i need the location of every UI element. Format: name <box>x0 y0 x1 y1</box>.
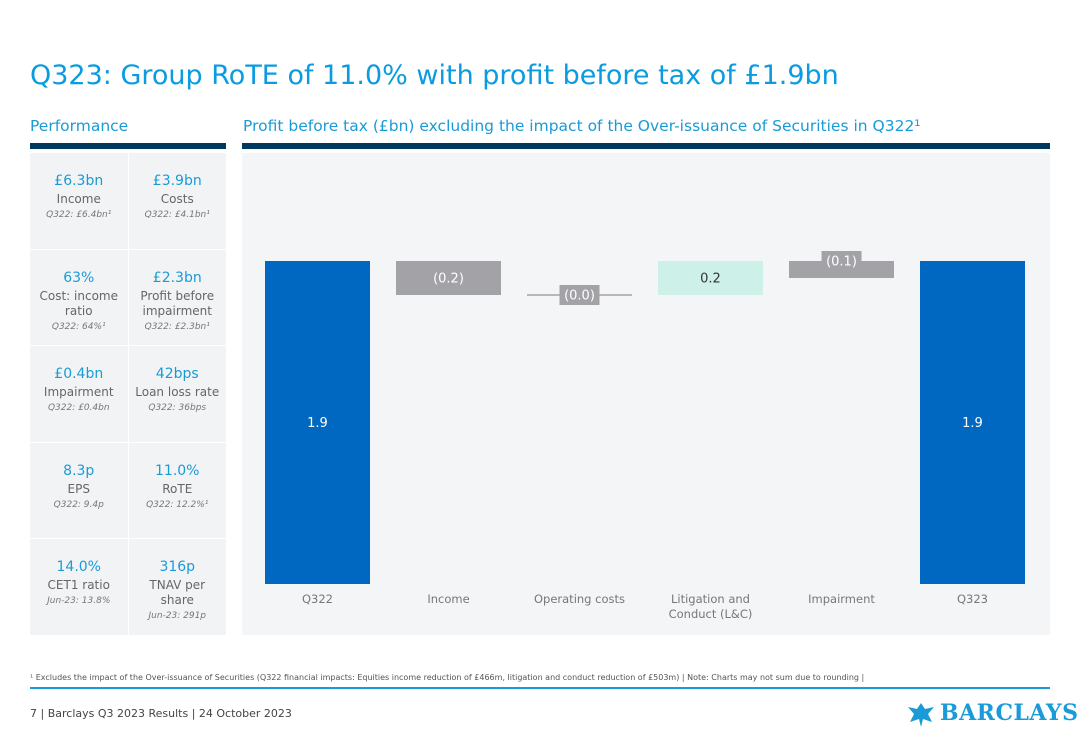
x-tick-label: Litigation and Conduct (L&C) <box>668 592 753 621</box>
kpi-value: £6.3bn <box>54 173 104 189</box>
footer: 7 | Barclays Q3 2023 Results | 24 Octobe… <box>30 707 292 720</box>
kpi-cell: 14.0% CET1 ratio Jun-23: 13.8% <box>30 539 128 635</box>
kpi-compare: Q322: 36bps <box>148 403 207 414</box>
kpi-compare: Q322: 12.2%¹ <box>146 499 209 510</box>
kpi-cell: £2.3bn Profit before impairment Q322: £2.3… <box>128 249 226 346</box>
kpi-label: Loan loss rate <box>135 385 220 400</box>
bar <box>658 261 763 295</box>
slide-title: Q323: Group RoTE of 11.0% with profit be… <box>30 60 839 91</box>
x-tick-label: Q323 <box>956 592 988 606</box>
kpi-cell: £0.4bn Impairment Q322: £0.4bn <box>30 346 128 442</box>
kpi-compare: Q322: £0.4bn <box>47 403 110 414</box>
kpi-compare: Q322: £4.1bn¹ <box>144 210 210 220</box>
kpi-compare: Q322: 9.4p <box>53 499 104 510</box>
rule <box>242 143 1050 149</box>
kpi-value: 11.0% <box>155 462 200 479</box>
chart-title: Profit before tax (£bn) excluding the im… <box>243 117 921 135</box>
kpi-value: 14.0% <box>56 559 101 576</box>
kpi-cell: 42bps Loan loss rate Q322: 36bps <box>128 346 226 442</box>
footnote: ¹ Excludes the impact of the Over-issuan… <box>30 673 865 682</box>
bar <box>265 261 370 584</box>
kpi-label: CET1 ratio <box>47 578 110 593</box>
logo-eagle <box>908 703 934 727</box>
bar <box>396 261 501 295</box>
kpi-cell: 63% Cost: income ratio Q322: 64%¹ <box>30 249 128 346</box>
kpi-label: Cost: income ratio <box>39 288 119 318</box>
kpi-label: Costs <box>160 192 194 206</box>
data-label: (0.1) <box>826 255 857 270</box>
x-tick-label: Income <box>427 592 470 606</box>
kpi-compare: Q322: £2.3bn¹ <box>144 321 210 332</box>
x-tick-label: Impairment <box>808 592 875 606</box>
kpi-compare: Jun-23: 291p <box>148 611 207 622</box>
data-label: (0.0) <box>564 289 595 304</box>
chart-background <box>242 153 1050 635</box>
label-box <box>821 251 862 271</box>
kpi-label: Income <box>56 192 101 206</box>
kpi-value: 42bps <box>155 366 199 383</box>
kpi-compare: Q322: £6.4bn¹ <box>46 210 112 220</box>
kpi-cell: 8.3p EPS Q322: 9.4p <box>30 442 128 539</box>
data-label: 1.9 <box>307 416 328 431</box>
kpi-cell: £6.3bn Income Q322: £6.4bn¹ <box>30 153 128 249</box>
x-tick-label: Q322 <box>301 592 333 606</box>
kpi-label: Profit before impairment <box>140 288 215 318</box>
kpi-panel: £6.3bn Income Q322: £6.4bn¹ £3.9bn Costs Q322… <box>30 153 226 635</box>
kpi-label: Impairment <box>43 385 114 400</box>
data-label: 1.9 <box>962 416 983 431</box>
kpi-value: 316p <box>159 559 196 576</box>
label-box <box>559 285 600 305</box>
kpi-cell: £3.9bn Costs Q322: £4.1bn¹ <box>128 153 226 249</box>
kpi-value: £0.4bn <box>54 366 104 383</box>
bar <box>920 261 1025 584</box>
data-label: 0.2 <box>700 272 721 287</box>
data-label: (0.2) <box>433 272 464 287</box>
kpi-label: EPS <box>67 481 90 496</box>
kpi-cell: 11.0% RoTE Q322: 12.2%¹ <box>128 442 226 539</box>
rule <box>30 687 1050 689</box>
kpi-compare: Q322: 64%¹ <box>51 321 106 332</box>
logo: BARCLAYS <box>940 700 1079 726</box>
kpi-value: £3.9bn <box>152 173 202 189</box>
kpi-value: £2.3bn <box>152 269 202 286</box>
kpi-label: RoTE <box>162 481 193 496</box>
x-tick-label: Operating costs <box>533 592 625 606</box>
kpi-label: TNAV per share <box>149 578 206 608</box>
kpi-cell: 316p TNAV per share Jun-23: 291p <box>128 539 226 635</box>
panel-heading: Performance <box>30 117 129 135</box>
rule <box>30 143 226 149</box>
kpi-value: 63% <box>63 269 95 286</box>
kpi-value: 8.3p <box>63 462 95 479</box>
kpi-compare: Jun-23: 13.8% <box>47 596 111 607</box>
